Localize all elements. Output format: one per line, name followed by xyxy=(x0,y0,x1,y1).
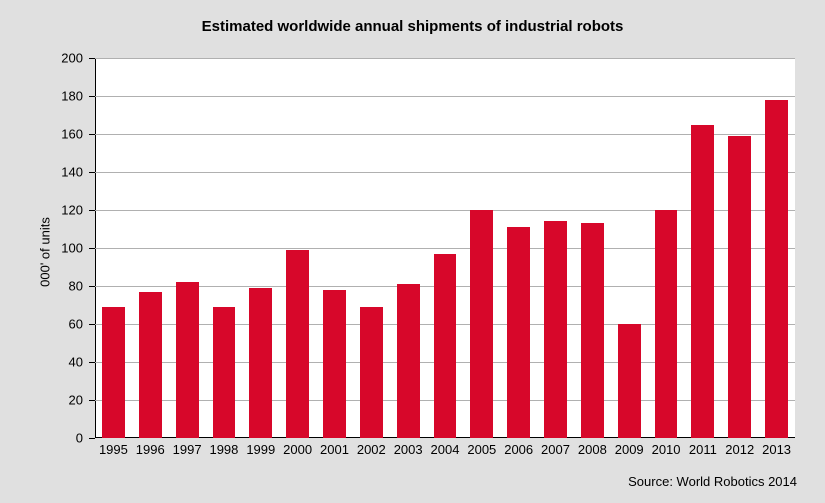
y-tick-label: 100 xyxy=(53,241,83,256)
y-tick-label: 0 xyxy=(53,431,83,446)
x-tick-label: 2012 xyxy=(725,442,754,457)
bar xyxy=(434,254,457,438)
x-tick-label: 2008 xyxy=(578,442,607,457)
bar xyxy=(507,227,530,438)
y-tick-mark xyxy=(89,58,95,59)
x-tick-label: 2003 xyxy=(394,442,423,457)
bar xyxy=(323,290,346,438)
y-tick-mark xyxy=(89,400,95,401)
source-text: Source: World Robotics 2014 xyxy=(628,474,797,489)
bar xyxy=(655,210,678,438)
y-tick-mark xyxy=(89,134,95,135)
bar xyxy=(213,307,236,438)
bar xyxy=(286,250,309,438)
bar xyxy=(728,136,751,438)
gridline xyxy=(95,134,795,135)
gridline xyxy=(95,248,795,249)
y-tick-mark xyxy=(89,362,95,363)
y-tick-mark xyxy=(89,96,95,97)
y-axis-label: 000' of units xyxy=(37,217,52,287)
bar xyxy=(581,223,604,438)
x-tick-label: 2006 xyxy=(504,442,533,457)
y-tick-label: 160 xyxy=(53,127,83,142)
bar xyxy=(102,307,125,438)
y-tick-mark xyxy=(89,324,95,325)
bar xyxy=(397,284,420,438)
gridline xyxy=(95,96,795,97)
y-tick-mark xyxy=(89,248,95,249)
gridline xyxy=(95,210,795,211)
bar xyxy=(139,292,162,438)
x-tick-label: 1995 xyxy=(99,442,128,457)
gridline xyxy=(95,172,795,173)
y-tick-label: 20 xyxy=(53,393,83,408)
y-tick-mark xyxy=(89,172,95,173)
y-tick-label: 120 xyxy=(53,203,83,218)
y-tick-label: 80 xyxy=(53,279,83,294)
bar xyxy=(176,282,199,438)
bar xyxy=(470,210,493,438)
x-tick-label: 2010 xyxy=(652,442,681,457)
bar xyxy=(249,288,272,438)
y-tick-mark xyxy=(89,438,95,439)
y-tick-label: 180 xyxy=(53,89,83,104)
y-tick-label: 140 xyxy=(53,165,83,180)
bar xyxy=(360,307,383,438)
chart-title: Estimated worldwide annual shipments of … xyxy=(0,18,825,35)
y-tick-mark xyxy=(89,210,95,211)
bar xyxy=(618,324,641,438)
plot-area xyxy=(95,58,795,438)
x-tick-label: 1997 xyxy=(173,442,202,457)
x-tick-label: 2007 xyxy=(541,442,570,457)
x-tick-label: 2002 xyxy=(357,442,386,457)
gridline xyxy=(95,58,795,59)
x-tick-label: 2004 xyxy=(431,442,460,457)
y-tick-label: 200 xyxy=(53,51,83,66)
y-tick-label: 40 xyxy=(53,355,83,370)
x-tick-label: 2011 xyxy=(689,442,717,457)
x-tick-label: 2005 xyxy=(467,442,496,457)
chart-page: Estimated worldwide annual shipments of … xyxy=(0,0,825,503)
x-tick-label: 1998 xyxy=(209,442,238,457)
x-tick-label: 2001 xyxy=(320,442,349,457)
x-tick-label: 2009 xyxy=(615,442,644,457)
bar xyxy=(765,100,788,438)
bar xyxy=(544,221,567,438)
bar xyxy=(691,125,714,439)
y-tick-label: 60 xyxy=(53,317,83,332)
x-tick-label: 1996 xyxy=(136,442,165,457)
x-tick-label: 1999 xyxy=(246,442,275,457)
x-tick-label: 2013 xyxy=(762,442,791,457)
y-tick-mark xyxy=(89,286,95,287)
x-tick-label: 2000 xyxy=(283,442,312,457)
